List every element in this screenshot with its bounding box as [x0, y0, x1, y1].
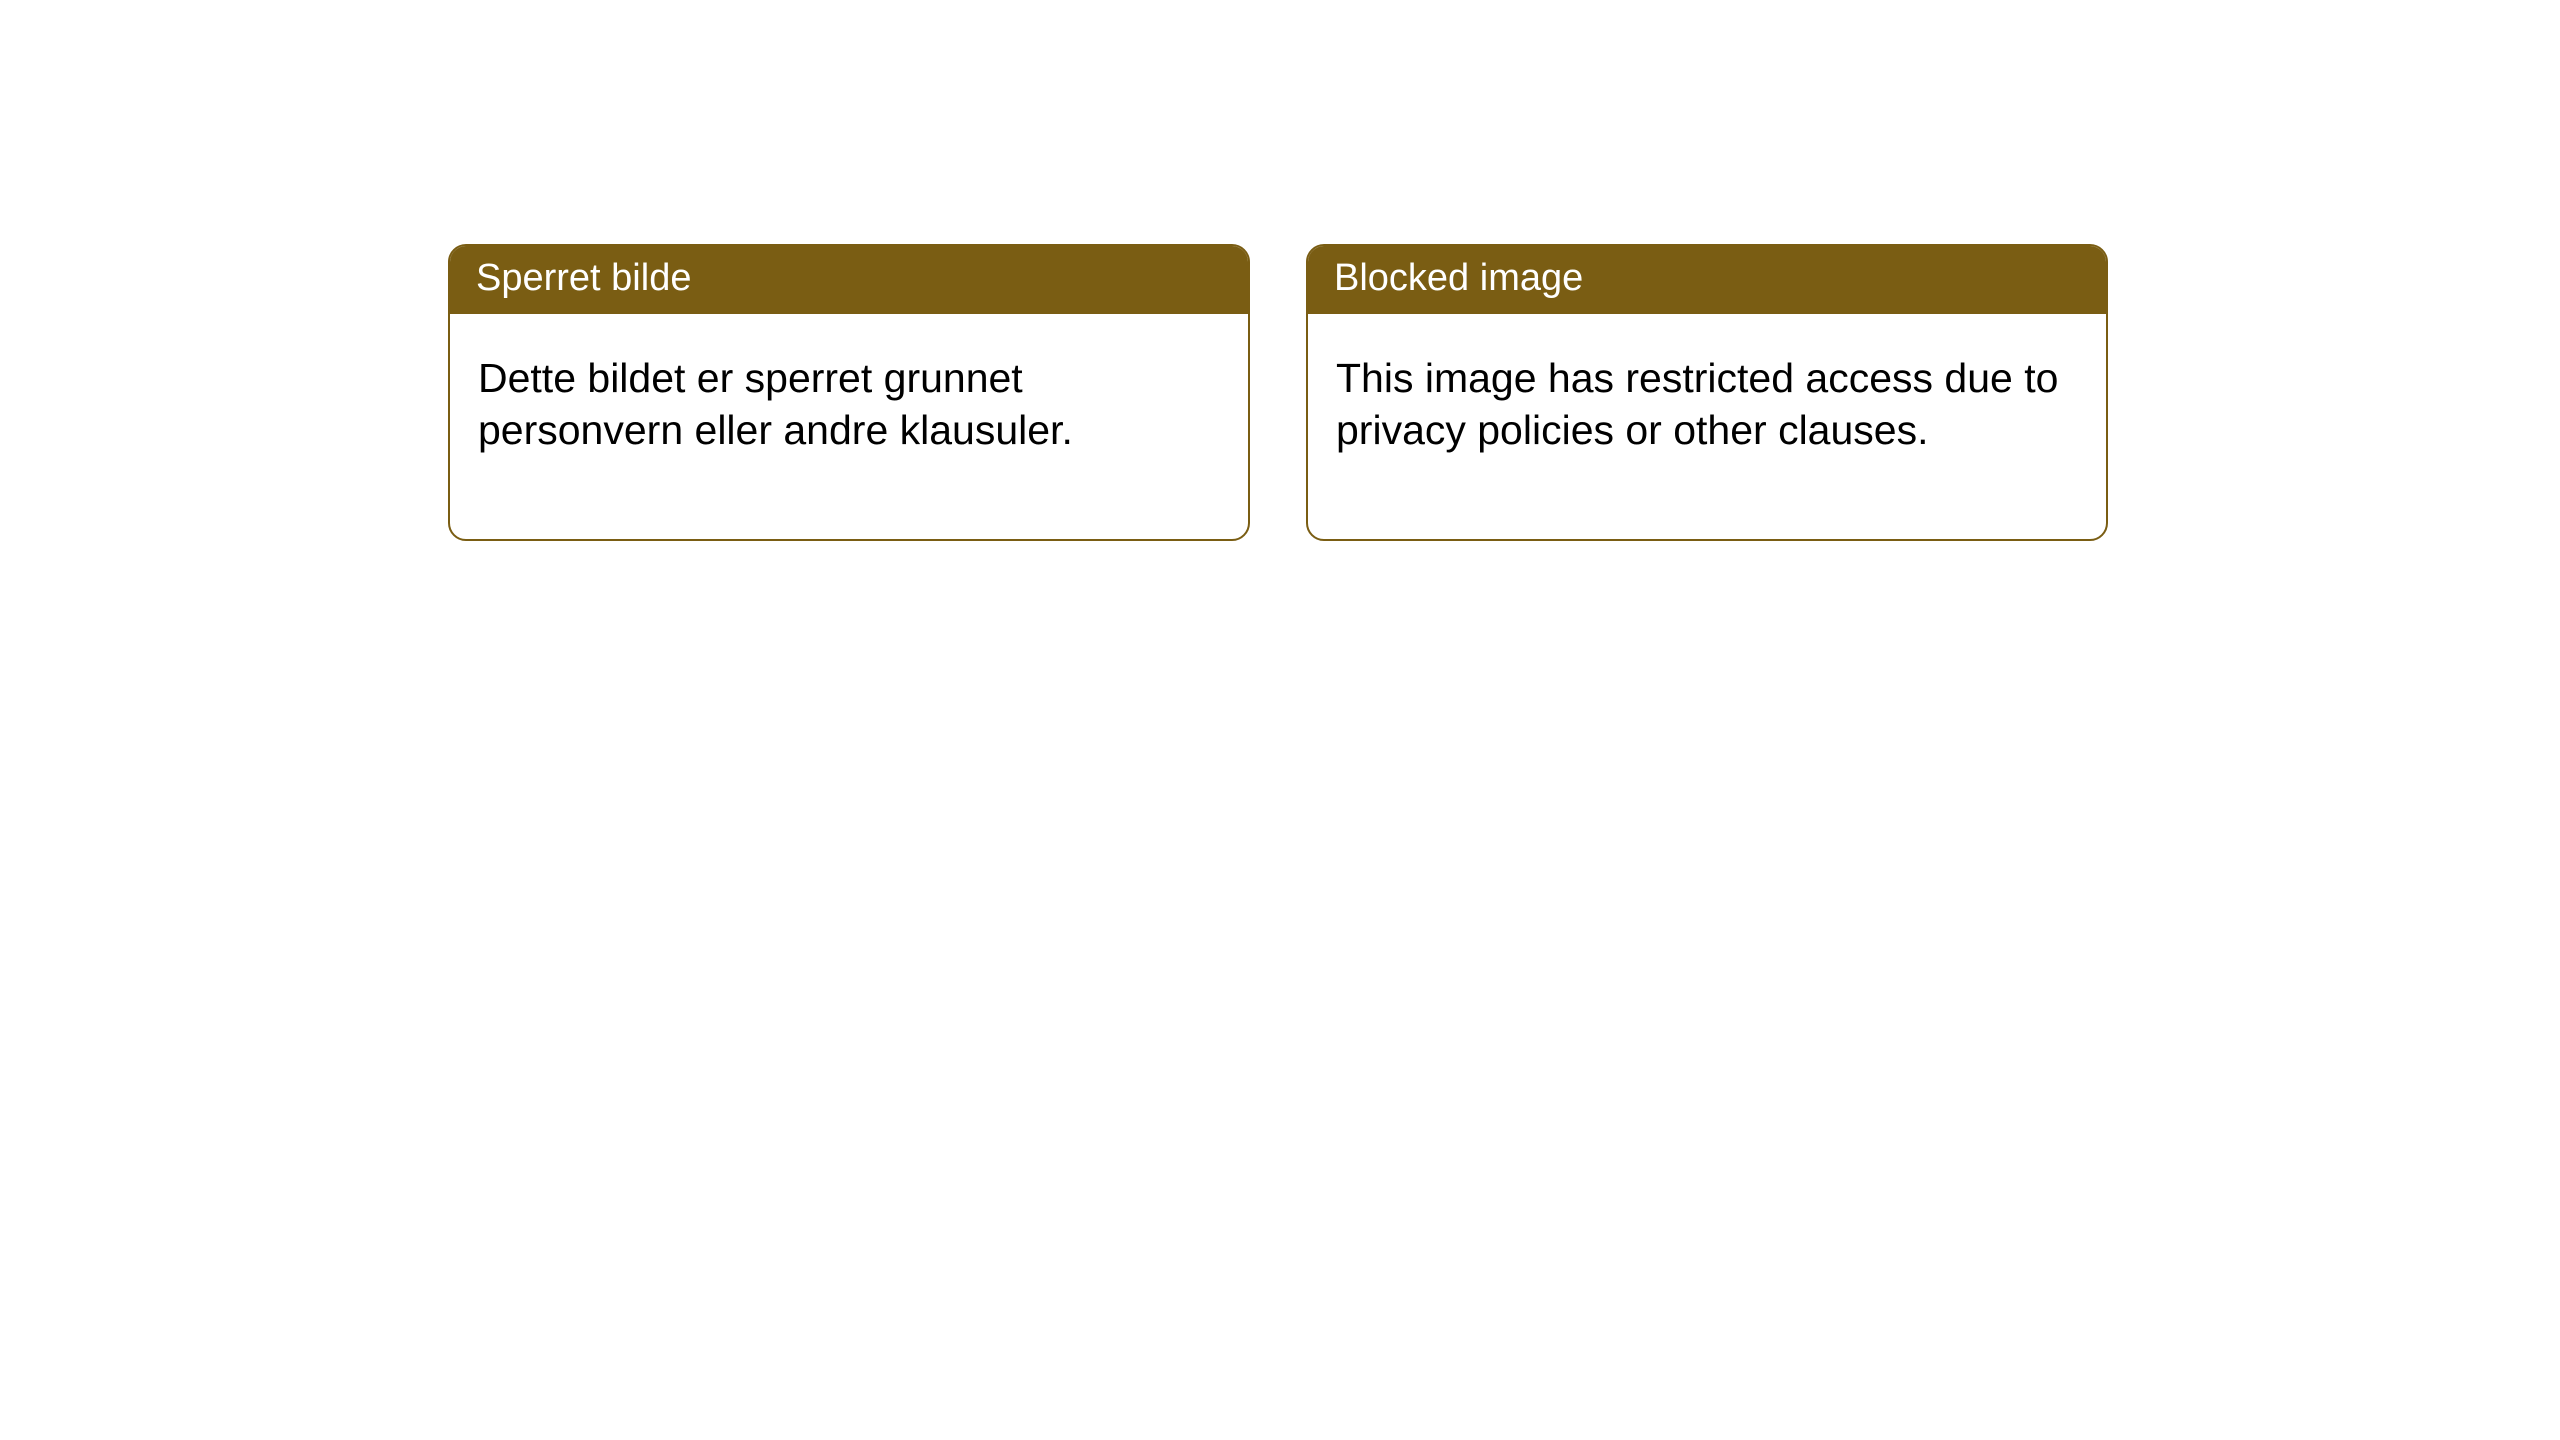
- notice-card-english: Blocked image This image has restricted …: [1306, 244, 2108, 541]
- notice-body-english: This image has restricted access due to …: [1308, 314, 2106, 539]
- notice-body-norwegian: Dette bildet er sperret grunnet personve…: [450, 314, 1248, 539]
- notice-card-norwegian: Sperret bilde Dette bildet er sperret gr…: [448, 244, 1250, 541]
- notice-title-norwegian: Sperret bilde: [450, 246, 1248, 314]
- notice-container: Sperret bilde Dette bildet er sperret gr…: [0, 0, 2560, 541]
- notice-title-english: Blocked image: [1308, 246, 2106, 314]
